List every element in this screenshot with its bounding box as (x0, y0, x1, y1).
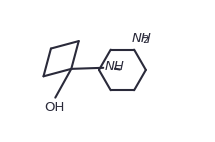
Text: OH: OH (44, 102, 64, 114)
Text: 2: 2 (142, 35, 149, 45)
Text: NH: NH (104, 60, 124, 73)
Text: NH: NH (132, 32, 152, 45)
